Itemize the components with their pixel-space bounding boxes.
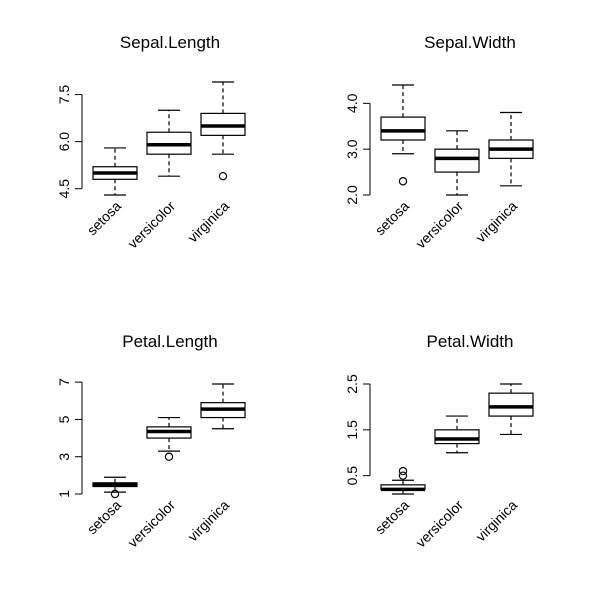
x-category-label: versicolor: [412, 497, 466, 551]
y-tick-label: 0.5: [344, 466, 360, 486]
x-category-label: virginica: [184, 497, 232, 545]
box-virginica: [200, 383, 246, 430]
outlier-point: [398, 471, 408, 480]
iqr-box: [488, 392, 534, 417]
y-tick-label: 3: [56, 453, 72, 461]
y-tick-label: 3.0: [344, 139, 360, 159]
y-tick-label: 2.5: [344, 374, 360, 394]
box-virginica: [488, 383, 534, 436]
y-tick-label: 4.0: [344, 93, 360, 113]
iqr-box: [434, 148, 480, 173]
x-category-label: setosa: [84, 198, 125, 239]
y-tick-label: 4.5: [56, 179, 72, 199]
outlier-point: [164, 452, 174, 461]
x-category-label: setosa: [372, 497, 413, 538]
outlier-point: [110, 489, 120, 499]
box-versicolor: [146, 416, 192, 461]
panel-petal-width: Petal.Width 0.5 1.5 2.5 setosa versicolor virg…: [344, 332, 534, 551]
y-tick-label: 6.0: [56, 132, 72, 152]
box-virginica: [488, 111, 534, 187]
x-category-label: virginica: [184, 198, 232, 246]
box-setosa: [380, 466, 426, 495]
box-setosa: [92, 147, 138, 196]
panel-title: Sepal.Length: [120, 33, 220, 52]
panel-petal-length: Petal.Length 1 3 5 7 setosa versicolor virginic…: [56, 332, 246, 551]
box-versicolor: [434, 415, 480, 454]
outlier-point: [398, 177, 408, 186]
x-category-label: versicolor: [124, 497, 178, 551]
x-category-label: virginica: [472, 198, 520, 246]
iqr-box: [380, 116, 426, 141]
panel-title: Petal.Length: [122, 332, 217, 351]
iqr-box: [434, 429, 480, 445]
x-category-label: virginica: [472, 497, 520, 545]
box-virginica: [200, 81, 246, 181]
panel-title: Sepal.Width: [424, 33, 516, 52]
box-setosa: [380, 84, 426, 186]
y-tick-label: 7.5: [56, 85, 72, 105]
outlier-point: [218, 171, 228, 181]
y-tick-label: 7: [56, 378, 72, 386]
x-category-label: setosa: [84, 497, 125, 538]
box-versicolor: [434, 130, 480, 196]
y-tick-label: 2.0: [344, 185, 360, 205]
y-tick-label: 5: [56, 415, 72, 423]
panel-sepal-width: Sepal.Width 2.0 3.0 4.0 setosa versicolor virg…: [344, 33, 534, 252]
panel-title: Petal.Width: [427, 332, 514, 351]
x-category-label: versicolor: [412, 198, 466, 252]
x-category-label: setosa: [372, 198, 413, 239]
box-versicolor: [146, 109, 192, 177]
outlier-point: [398, 466, 408, 476]
panel-sepal-length: Sepal.Length 4.5 6.0 7.5 setosa versicolor vir…: [56, 33, 246, 252]
box-setosa: [92, 476, 138, 499]
y-tick-label: 1.5: [344, 420, 360, 440]
x-category-label: versicolor: [124, 198, 178, 252]
y-tick-label: 1: [56, 490, 72, 498]
